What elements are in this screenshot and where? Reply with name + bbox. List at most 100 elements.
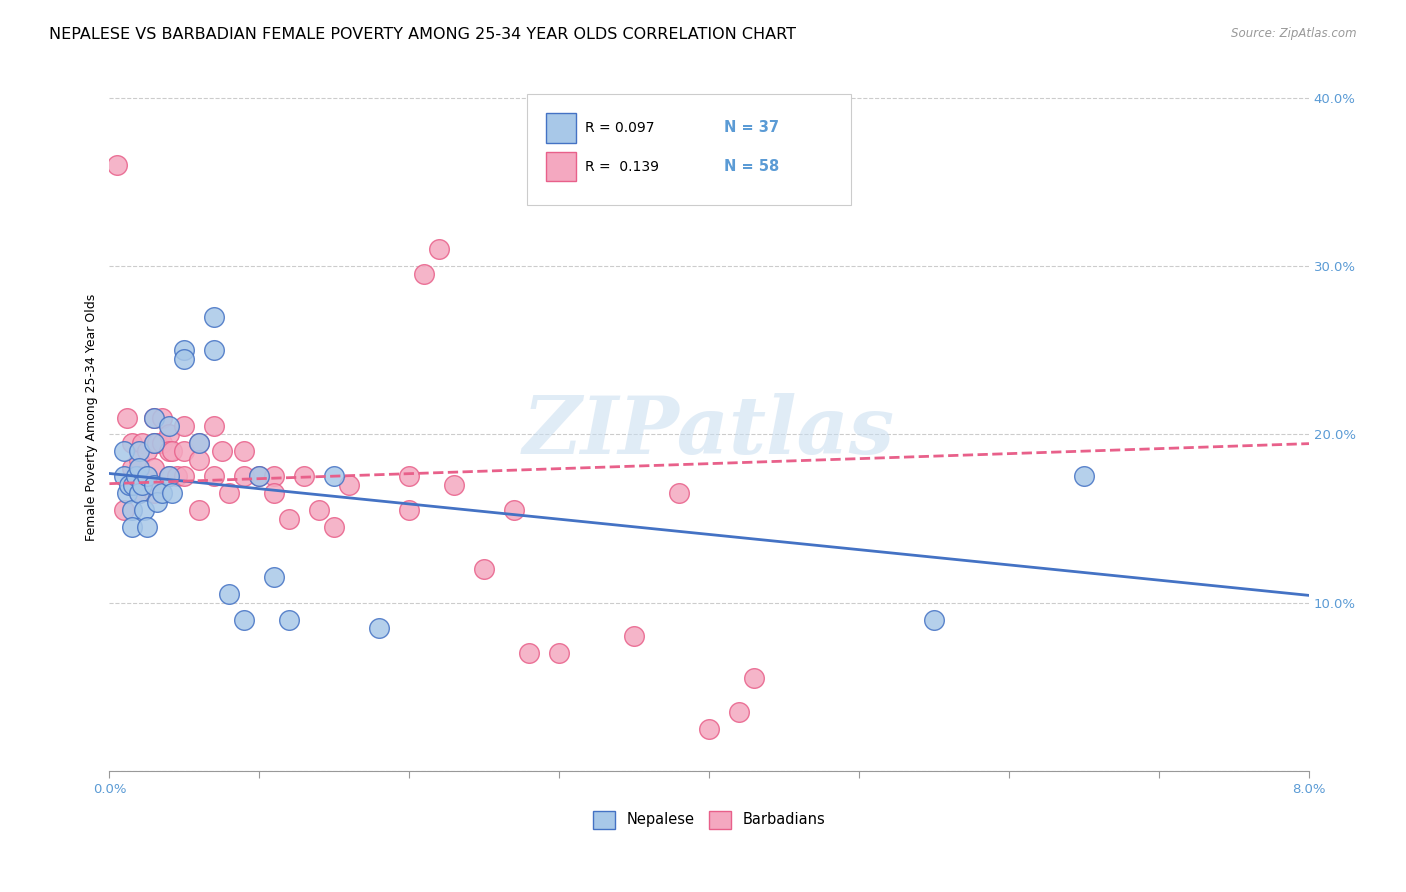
Point xyxy=(278,511,301,525)
Text: ZIPatlas: ZIPatlas xyxy=(523,392,896,470)
Text: N = 37: N = 37 xyxy=(724,120,779,135)
Point xyxy=(472,562,495,576)
Point xyxy=(233,444,256,458)
Point xyxy=(135,444,157,458)
Point xyxy=(128,486,150,500)
Point xyxy=(202,419,225,434)
Point xyxy=(202,469,225,483)
Point xyxy=(233,613,256,627)
Point xyxy=(278,613,301,627)
Point xyxy=(125,469,148,483)
Point xyxy=(128,444,150,458)
Point xyxy=(188,435,211,450)
Point xyxy=(308,503,330,517)
Point xyxy=(131,478,153,492)
Point xyxy=(162,444,184,458)
Y-axis label: Female Poverty Among 25-34 Year Olds: Female Poverty Among 25-34 Year Olds xyxy=(86,293,98,541)
Text: N = 58: N = 58 xyxy=(724,160,779,174)
Point xyxy=(173,351,195,366)
Point xyxy=(413,268,436,282)
Text: R =  0.139: R = 0.139 xyxy=(585,160,659,174)
Point xyxy=(128,469,150,483)
Point xyxy=(443,478,465,492)
Point xyxy=(122,478,145,492)
Point xyxy=(150,410,173,425)
Point xyxy=(143,435,166,450)
Point xyxy=(157,469,180,483)
Point xyxy=(157,419,180,434)
Point xyxy=(112,444,135,458)
Point xyxy=(503,503,526,517)
Point xyxy=(323,520,346,534)
Point xyxy=(517,646,540,660)
Point xyxy=(263,469,285,483)
Point xyxy=(398,469,420,483)
Point xyxy=(368,621,391,635)
Point xyxy=(128,452,150,467)
Point xyxy=(128,486,150,500)
Point xyxy=(121,461,143,475)
Point xyxy=(233,469,256,483)
Point xyxy=(173,343,195,358)
Point xyxy=(105,158,128,172)
Point xyxy=(131,435,153,450)
Text: Source: ZipAtlas.com: Source: ZipAtlas.com xyxy=(1232,27,1357,40)
Point xyxy=(188,435,211,450)
Point xyxy=(121,520,143,534)
Point xyxy=(202,343,225,358)
Point xyxy=(202,310,225,324)
Point xyxy=(121,503,143,517)
Point xyxy=(188,503,211,517)
Point xyxy=(157,469,180,483)
Point xyxy=(173,444,195,458)
Point xyxy=(135,469,157,483)
Point xyxy=(143,461,166,475)
Point xyxy=(728,705,751,719)
Point xyxy=(143,478,166,492)
Point xyxy=(135,520,157,534)
Point xyxy=(697,722,720,736)
Point xyxy=(157,444,180,458)
Point xyxy=(143,410,166,425)
Point xyxy=(263,486,285,500)
Point xyxy=(146,435,169,450)
Point xyxy=(121,435,143,450)
Point xyxy=(323,469,346,483)
Point xyxy=(166,469,188,483)
Text: NEPALESE VS BARBADIAN FEMALE POVERTY AMONG 25-34 YEAR OLDS CORRELATION CHART: NEPALESE VS BARBADIAN FEMALE POVERTY AMO… xyxy=(49,27,796,42)
Point xyxy=(150,435,173,450)
Legend: Nepalese, Barbadians: Nepalese, Barbadians xyxy=(588,805,831,834)
Point xyxy=(548,646,571,660)
Point xyxy=(668,486,690,500)
Point xyxy=(247,469,270,483)
Point xyxy=(623,629,645,643)
Point xyxy=(143,410,166,425)
Point xyxy=(218,486,240,500)
Point xyxy=(922,613,945,627)
Point xyxy=(162,486,184,500)
Point xyxy=(117,486,139,500)
Point xyxy=(742,672,765,686)
Point xyxy=(135,469,157,483)
Point xyxy=(143,435,166,450)
Point xyxy=(427,242,450,256)
Point xyxy=(337,478,360,492)
Point xyxy=(211,444,233,458)
Point xyxy=(173,469,195,483)
Point xyxy=(146,494,169,508)
Point xyxy=(150,486,173,500)
Point xyxy=(1073,469,1095,483)
Point xyxy=(117,410,139,425)
Point xyxy=(157,427,180,442)
Point xyxy=(292,469,315,483)
Point xyxy=(112,503,135,517)
Point xyxy=(112,469,135,483)
Point xyxy=(143,486,166,500)
Text: R = 0.097: R = 0.097 xyxy=(585,120,654,135)
Point xyxy=(247,469,270,483)
Point xyxy=(263,570,285,584)
Point xyxy=(128,461,150,475)
Point xyxy=(218,587,240,601)
Point xyxy=(398,503,420,517)
Point xyxy=(188,452,211,467)
